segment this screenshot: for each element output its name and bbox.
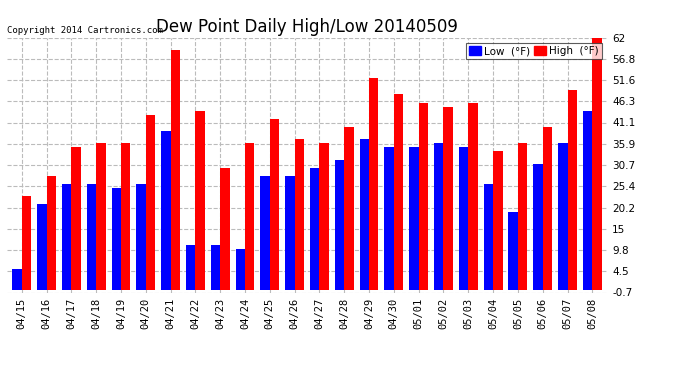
Bar xyxy=(344,127,354,290)
Bar xyxy=(96,143,106,290)
Bar xyxy=(394,94,403,290)
Bar xyxy=(558,143,567,290)
Bar xyxy=(146,115,155,290)
Bar xyxy=(484,184,493,290)
Bar xyxy=(518,143,527,290)
Bar xyxy=(71,147,81,290)
Bar xyxy=(112,188,121,290)
Bar xyxy=(47,176,56,290)
Bar xyxy=(434,143,444,290)
Bar xyxy=(359,139,369,290)
Bar xyxy=(384,147,394,290)
Bar xyxy=(592,38,602,290)
Bar xyxy=(260,176,270,290)
Bar xyxy=(295,139,304,290)
Bar xyxy=(509,212,518,290)
Bar xyxy=(235,249,245,290)
Bar xyxy=(22,196,31,290)
Bar xyxy=(533,164,543,290)
Bar xyxy=(543,127,552,290)
Bar xyxy=(469,103,477,290)
Bar xyxy=(335,159,344,290)
Bar xyxy=(409,147,419,290)
Title: Dew Point Daily High/Low 20140509: Dew Point Daily High/Low 20140509 xyxy=(156,18,458,36)
Bar xyxy=(419,103,428,290)
Bar xyxy=(211,245,220,290)
Bar xyxy=(186,245,195,290)
Bar xyxy=(161,131,170,290)
Bar xyxy=(310,168,319,290)
Bar xyxy=(245,143,255,290)
Bar xyxy=(583,111,592,290)
Bar xyxy=(195,111,205,290)
Bar xyxy=(369,78,379,290)
Bar xyxy=(285,176,295,290)
Bar xyxy=(121,143,130,290)
Bar xyxy=(567,90,577,290)
Bar xyxy=(493,152,502,290)
Bar xyxy=(12,269,22,290)
Bar xyxy=(319,143,329,290)
Bar xyxy=(459,147,469,290)
Text: Copyright 2014 Cartronics.com: Copyright 2014 Cartronics.com xyxy=(7,26,163,35)
Bar xyxy=(37,204,47,290)
Bar xyxy=(444,106,453,290)
Bar xyxy=(62,184,71,290)
Bar xyxy=(137,184,146,290)
Bar xyxy=(87,184,96,290)
Bar xyxy=(170,50,180,290)
Bar xyxy=(220,168,230,290)
Legend: Low  (°F), High  (°F): Low (°F), High (°F) xyxy=(466,43,602,59)
Bar xyxy=(270,119,279,290)
